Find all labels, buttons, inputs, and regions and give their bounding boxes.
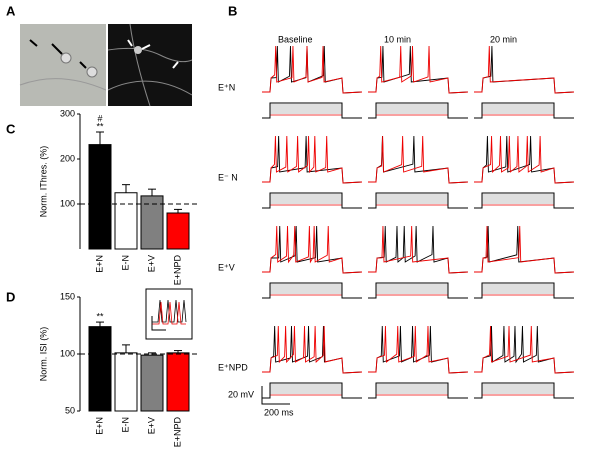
panel-label: C <box>6 121 16 136</box>
voltage-trace <box>262 135 363 184</box>
protocol-outline <box>262 382 362 399</box>
voltage-trace <box>262 45 363 94</box>
row-label: E⁺V <box>218 262 235 272</box>
scale-label: 20 mV <box>228 389 254 399</box>
voltage-trace <box>474 45 575 94</box>
voltage-trace <box>474 325 575 374</box>
voltage-trace <box>262 135 363 184</box>
bar <box>114 352 138 412</box>
voltage-trace <box>262 45 363 94</box>
protocol-outline <box>262 192 362 209</box>
y-tick-label: 100 <box>60 348 75 358</box>
protocol-outline <box>474 102 574 119</box>
bar <box>140 195 164 250</box>
row-label: E⁻ N <box>218 172 238 182</box>
panel-label: D <box>6 289 15 304</box>
y-tick-label: 200 <box>60 153 75 163</box>
inset-frame <box>145 288 193 340</box>
y-tick-label: 150 <box>60 291 75 301</box>
voltage-trace <box>474 325 575 374</box>
x-tick-label: E+NPD <box>172 417 182 448</box>
voltage-trace <box>262 325 363 374</box>
column-heading: Baseline <box>278 34 313 44</box>
fluorescence-image <box>108 24 192 106</box>
voltage-trace <box>368 325 469 374</box>
voltage-trace <box>262 325 363 374</box>
protocol-outline <box>474 282 574 299</box>
row-label: E⁺N <box>218 82 235 92</box>
voltage-trace <box>474 135 575 184</box>
micrographs <box>19 23 193 107</box>
y-tick-label: 100 <box>60 198 75 208</box>
bar <box>140 354 164 412</box>
bar <box>114 192 138 250</box>
protocol-outline <box>368 282 468 299</box>
column-heading: 10 min <box>384 34 411 44</box>
protocol-outline <box>262 282 362 299</box>
bar <box>166 212 190 250</box>
voltage-trace <box>474 225 575 274</box>
protocol-outline <box>474 382 574 399</box>
voltage-trace <box>368 45 469 94</box>
protocol-outline <box>262 102 362 119</box>
inset-scale <box>151 316 166 331</box>
inset-trace <box>152 299 187 323</box>
voltage-trace <box>474 225 575 274</box>
protocol-outline <box>368 382 468 399</box>
bar <box>88 326 112 412</box>
annotation: ** <box>96 121 104 131</box>
x-tick-label: E-N <box>120 255 130 271</box>
bar <box>166 352 190 412</box>
voltage-trace <box>368 45 469 94</box>
y-tick-label: 300 <box>60 108 75 118</box>
x-tick-label: E+N <box>94 417 104 435</box>
scale-bar <box>261 386 290 405</box>
voltage-trace <box>474 135 575 184</box>
column-heading: 20 min <box>490 34 517 44</box>
bar <box>88 144 112 250</box>
protocol-outline <box>368 192 468 209</box>
x-tick-label: E+NPD <box>172 255 182 286</box>
voltage-trace <box>262 225 363 274</box>
panel-label: B <box>228 3 237 18</box>
y-tick-label: 50 <box>65 405 75 415</box>
y-axis-label: Norm. IThres. (%) <box>38 146 48 218</box>
scale-label: 200 ms <box>264 407 294 417</box>
voltage-trace <box>368 225 469 274</box>
annotation: # <box>97 113 102 123</box>
x-tick-label: E+V <box>146 255 156 272</box>
brightfield-image <box>20 24 106 106</box>
protocol-outline <box>368 102 468 119</box>
x-tick-label: E-N <box>120 417 130 433</box>
voltage-trace <box>368 325 469 374</box>
y-axis-label: Norm. ISI (%) <box>38 327 48 382</box>
annotation: ** <box>96 311 104 321</box>
protocol-outline <box>474 192 574 209</box>
x-tick-label: E+N <box>94 255 104 273</box>
voltage-trace <box>368 135 469 184</box>
row-label: E⁺NPD <box>218 362 248 372</box>
voltage-trace <box>262 225 363 274</box>
voltage-trace <box>368 225 469 274</box>
inset-trace <box>152 301 186 325</box>
panel-label: A <box>6 3 16 18</box>
x-tick-label: E+V <box>146 417 156 434</box>
